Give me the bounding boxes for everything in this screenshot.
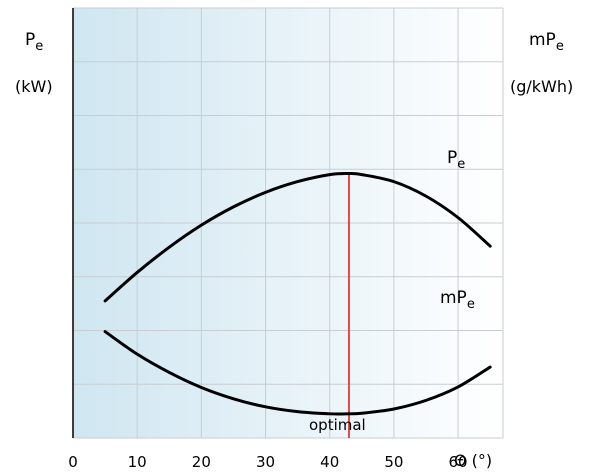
series-label-pe: Pe — [447, 148, 465, 172]
grid-lines — [73, 8, 503, 438]
right-axis-unit: (g/kWh) — [510, 77, 573, 96]
x-tick-label: 40 — [320, 453, 339, 471]
x-tick-label: 50 — [384, 453, 403, 471]
series-curves — [103, 172, 492, 416]
x-tick-labels: 0 10 20 30 40 50 60 — [68, 453, 467, 471]
series-line-mpe — [103, 330, 492, 416]
x-tick-label: 0 — [68, 453, 78, 471]
x-tick-label: 60 — [449, 453, 468, 471]
left-axis-symbol: Pe — [25, 30, 43, 54]
series-line-pe — [103, 172, 492, 303]
series-label-mpe: mPe — [440, 288, 475, 312]
x-axis-label: Θ (°) — [454, 451, 492, 470]
left-axis-unit: (kW) — [15, 77, 53, 96]
optimal-label: optimal — [309, 416, 366, 434]
x-tick-label: 20 — [192, 453, 211, 471]
x-tick-label: 10 — [128, 453, 147, 471]
right-axis-symbol: mPe — [529, 30, 564, 54]
plot-frame — [72, 7, 504, 439]
x-tick-label: 30 — [256, 453, 275, 471]
